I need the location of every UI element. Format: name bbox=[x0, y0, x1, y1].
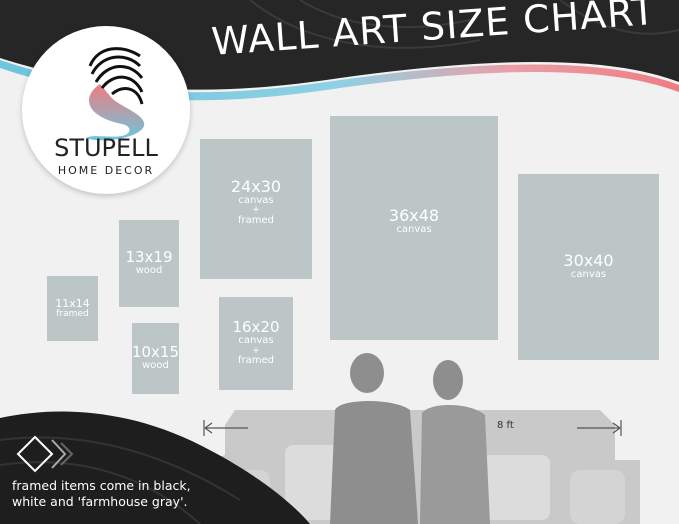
frame-type: framed bbox=[56, 308, 89, 319]
frame-30x40: 30x40 canvas bbox=[518, 174, 659, 360]
frame-11x14: 11x14 framed bbox=[47, 276, 98, 341]
logo-name: STUPELL bbox=[54, 134, 158, 162]
frame-size: 13x19 bbox=[125, 248, 173, 267]
frame-type-2: framed bbox=[237, 214, 274, 226]
frame-type: canvas bbox=[238, 335, 274, 347]
sofa-width-label: 8 ft bbox=[497, 420, 514, 431]
frame-36x48: 36x48 canvas bbox=[330, 116, 498, 340]
frame-type: canvas bbox=[396, 223, 432, 235]
frame-size: 11x14 bbox=[55, 297, 90, 310]
width-arrows bbox=[203, 420, 622, 436]
frame-type-2: framed bbox=[237, 355, 274, 367]
frame-size: 16x20 bbox=[232, 318, 280, 337]
frame-size: 24x30 bbox=[230, 177, 282, 196]
stupell-logo: STUPELL HOME DECOR bbox=[22, 26, 190, 194]
note-line-2: white and 'farmhouse gray'. bbox=[12, 494, 188, 509]
frame-10x15: 10x15 wood bbox=[132, 323, 179, 394]
frame-13x19: 13x19 wood bbox=[119, 220, 179, 307]
frame-plus: + bbox=[252, 345, 260, 356]
frame-size: 36x48 bbox=[388, 206, 440, 225]
frame-24x30: 24x30 canvas + framed bbox=[200, 139, 312, 279]
people-silhouettes bbox=[330, 353, 490, 524]
frame-plus: + bbox=[252, 205, 260, 216]
frame-type: wood bbox=[142, 360, 169, 372]
logo-subtitle: HOME DECOR bbox=[57, 164, 155, 177]
header-accent-line bbox=[0, 60, 679, 101]
framed-note: framed items come in black, white and 'f… bbox=[12, 478, 191, 510]
frame-type: canvas bbox=[238, 194, 274, 206]
diamond-icon bbox=[16, 435, 74, 473]
frame-type: wood bbox=[135, 265, 163, 277]
frame-16x20: 16x20 canvas + framed bbox=[219, 297, 293, 390]
frame-size: 30x40 bbox=[563, 251, 614, 271]
frame-type: canvas bbox=[570, 269, 607, 281]
note-line-1: framed items come in black, bbox=[12, 478, 191, 493]
frame-size: 10x15 bbox=[131, 343, 180, 362]
logo-mark-icon bbox=[86, 47, 145, 141]
